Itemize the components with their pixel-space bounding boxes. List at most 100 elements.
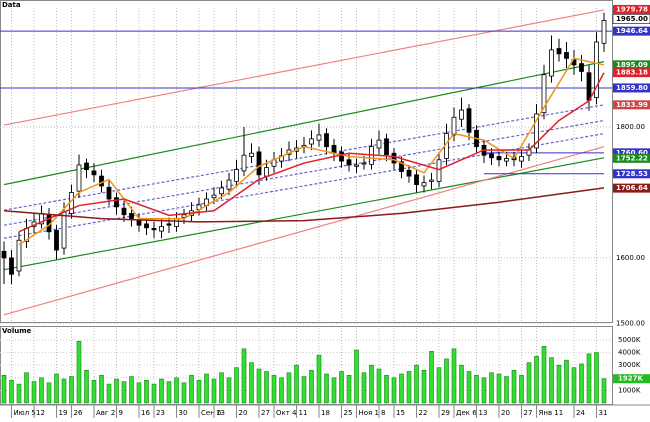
candle-body <box>549 49 554 77</box>
candle-body <box>391 152 397 164</box>
volume-bar <box>91 380 97 404</box>
candle-body <box>541 74 547 114</box>
candle-body <box>429 179 434 182</box>
volume-bar <box>369 364 374 404</box>
volume-bar <box>444 358 449 404</box>
volume-bar <box>526 362 532 404</box>
volume-bar <box>421 369 427 404</box>
candle-body <box>331 144 337 154</box>
y-tick-label: 1500.00 <box>616 319 645 327</box>
x-tick-label: Окт 4 <box>276 409 297 417</box>
candle-body <box>181 214 187 218</box>
volume-bar <box>579 363 584 404</box>
volume-bar <box>136 382 142 404</box>
candle-body <box>241 154 247 172</box>
trend-line <box>3 61 605 186</box>
candle-body <box>459 109 464 120</box>
x-tick-label: Ноя 1 <box>359 409 379 417</box>
candle-body <box>339 151 344 162</box>
candle-body <box>256 151 262 176</box>
level-badge <box>612 14 650 24</box>
x-tick-label: 15 <box>396 409 405 417</box>
level-label: 1883.18 <box>616 69 648 77</box>
candle-body <box>264 167 269 177</box>
volume-bar <box>24 372 29 404</box>
trend-line <box>3 9 605 126</box>
volume-bar <box>564 359 569 404</box>
x-tick-label: 31 <box>599 409 608 417</box>
y-tick-label: 1000K <box>618 386 641 394</box>
volume-bar <box>211 378 217 404</box>
candle-body <box>534 113 539 149</box>
volume-bar <box>549 357 554 404</box>
x-tick-label: 9 <box>119 409 123 417</box>
volume-bar <box>384 374 389 404</box>
x-tick-label: 20 <box>239 409 248 417</box>
candle-body <box>174 218 179 227</box>
candle-body <box>136 219 142 226</box>
candle-body <box>579 63 584 72</box>
x-tick-label: Янв 11 <box>539 409 564 417</box>
volume-bar <box>436 367 442 404</box>
level-badge <box>613 26 650 36</box>
volume-bar <box>586 353 592 404</box>
level-badge <box>613 169 650 179</box>
x-tick-label: 16 <box>141 409 150 417</box>
volume-bar <box>451 348 457 404</box>
x-tick-label: 13 <box>479 409 488 417</box>
x-tick-label: 25 <box>344 409 353 417</box>
level-badge <box>613 4 650 14</box>
candle-body <box>519 156 524 162</box>
volume-bar <box>106 383 112 404</box>
y-tick-label: 4000K <box>618 349 641 357</box>
trend-line <box>3 146 605 316</box>
level-badge <box>613 374 650 384</box>
candle-body <box>324 133 329 148</box>
level-label: 1927K <box>618 375 643 383</box>
level-badge <box>613 83 650 93</box>
x-tick-label: 23 <box>156 409 165 417</box>
candle-body <box>219 187 224 195</box>
candle-body <box>421 182 427 187</box>
volume-bar <box>496 373 502 404</box>
volume-bar <box>286 372 292 404</box>
candle-body <box>61 211 67 249</box>
volume-bar <box>331 377 337 404</box>
x-tick-label: Сен 6 <box>201 409 222 417</box>
x-tick-label: Июл 5 <box>14 409 36 417</box>
volume-bar <box>279 377 284 404</box>
candle-body <box>414 174 419 186</box>
moving-average <box>18 72 605 233</box>
volume-bar <box>234 367 239 404</box>
candle-body <box>211 194 217 199</box>
candle-body <box>166 223 172 226</box>
x-tick-label: 29 <box>441 409 450 417</box>
trend-line <box>3 133 605 239</box>
volume-bar <box>54 373 59 404</box>
volume-bar <box>114 378 119 404</box>
level-label: 1706.64 <box>616 184 648 192</box>
candle-body <box>144 223 149 229</box>
volume-bar <box>226 377 232 404</box>
y-tick-label: 3000K <box>618 361 641 369</box>
x-tick-label: 30 <box>179 409 188 417</box>
candle-body <box>106 186 112 200</box>
candle-body <box>114 197 119 208</box>
volume-bar <box>31 381 37 404</box>
volume-bar <box>204 373 209 404</box>
volume-bar <box>429 351 434 404</box>
volume-bar <box>271 374 277 404</box>
volume-bar <box>309 369 314 404</box>
x-tick-label: 22 <box>419 409 428 417</box>
volume-bar <box>406 371 412 404</box>
level-badge <box>613 153 650 163</box>
volume-bar <box>189 374 194 404</box>
volume-bar <box>241 348 247 404</box>
volume-bar <box>511 369 517 404</box>
candle-body <box>151 228 157 231</box>
candle-body <box>361 162 367 165</box>
candle-body <box>376 139 382 149</box>
volume-bar <box>84 369 89 404</box>
level-label: 1895.09 <box>616 61 648 69</box>
volume-bar <box>519 374 524 404</box>
